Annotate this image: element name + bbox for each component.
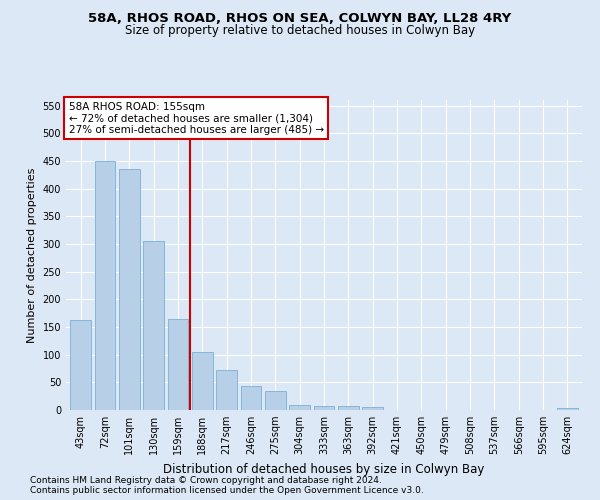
- Bar: [557, 408, 578, 410]
- Bar: [289, 405, 310, 410]
- Text: 58A RHOS ROAD: 155sqm
← 72% of detached houses are smaller (1,304)
27% of semi-d: 58A RHOS ROAD: 155sqm ← 72% of detached …: [68, 102, 324, 134]
- Bar: [70, 320, 91, 410]
- Bar: [338, 406, 359, 410]
- Bar: [265, 390, 286, 410]
- Bar: [192, 352, 212, 410]
- Text: Contains public sector information licensed under the Open Government Licence v3: Contains public sector information licen…: [30, 486, 424, 495]
- Bar: [314, 406, 334, 410]
- X-axis label: Distribution of detached houses by size in Colwyn Bay: Distribution of detached houses by size …: [163, 462, 485, 475]
- Bar: [362, 406, 383, 410]
- Text: 58A, RHOS ROAD, RHOS ON SEA, COLWYN BAY, LL28 4RY: 58A, RHOS ROAD, RHOS ON SEA, COLWYN BAY,…: [88, 12, 512, 26]
- Bar: [167, 318, 188, 410]
- Y-axis label: Number of detached properties: Number of detached properties: [27, 168, 37, 342]
- Text: Size of property relative to detached houses in Colwyn Bay: Size of property relative to detached ho…: [125, 24, 475, 37]
- Bar: [119, 169, 140, 410]
- Bar: [143, 241, 164, 410]
- Bar: [95, 161, 115, 410]
- Bar: [216, 370, 237, 410]
- Text: Contains HM Land Registry data © Crown copyright and database right 2024.: Contains HM Land Registry data © Crown c…: [30, 476, 382, 485]
- Bar: [241, 386, 262, 410]
